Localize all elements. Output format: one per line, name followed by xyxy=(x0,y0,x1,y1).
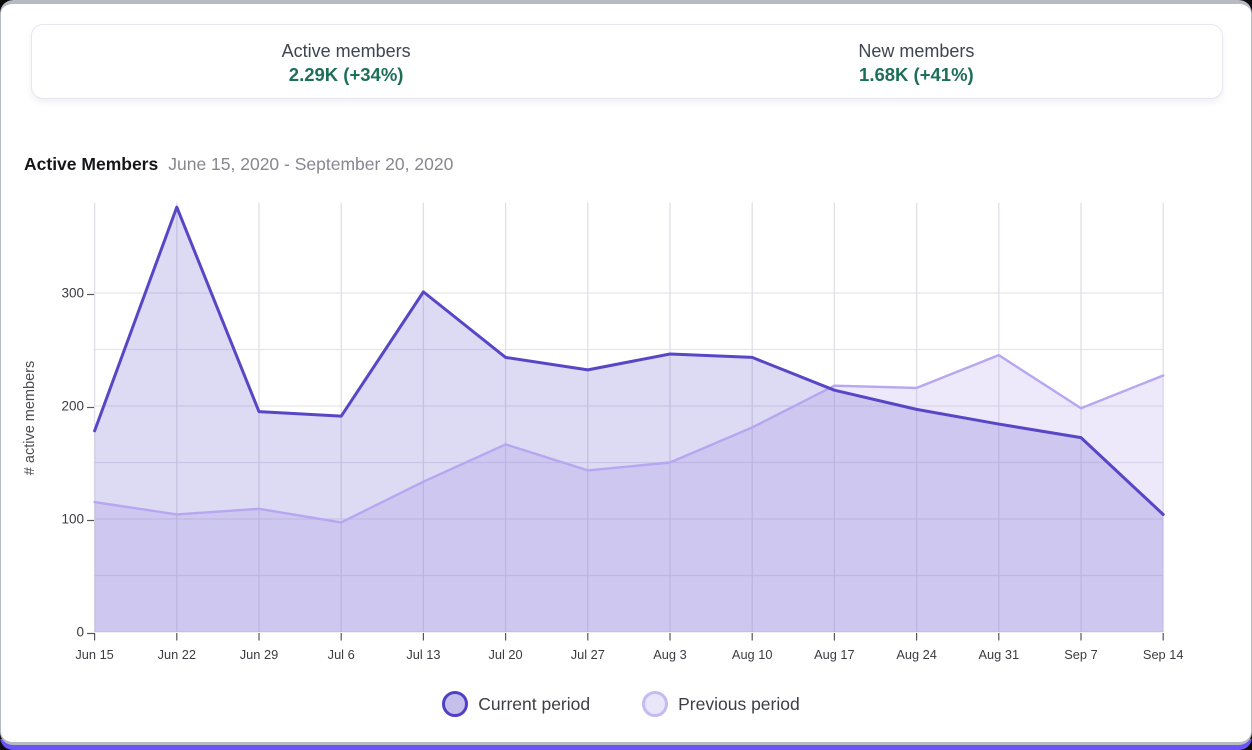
chart-gridlines xyxy=(93,202,1164,633)
summary-stats-card: Active members 2.29K (+34%) New members … xyxy=(31,24,1223,99)
svg-text:Jul 20: Jul 20 xyxy=(489,647,523,662)
legend-item-current-period: Current period xyxy=(442,691,590,717)
svg-text:0: 0 xyxy=(76,625,84,640)
svg-text:Aug 3: Aug 3 xyxy=(653,647,686,662)
svg-text:Jun 22: Jun 22 xyxy=(158,647,196,662)
chart-ticks xyxy=(87,293,1164,641)
svg-text:Jul 27: Jul 27 xyxy=(571,647,605,662)
svg-text:200: 200 xyxy=(61,399,84,414)
chart-axis-labels: Jun 15 Jun 22 Jun 29 Jul 6 Jul 13 Jul 20 Jul 2… xyxy=(22,286,1183,663)
svg-text:Sep 7: Sep 7 xyxy=(1064,647,1097,662)
svg-text:300: 300 xyxy=(61,286,84,301)
legend-item-previous-period: Previous period xyxy=(642,691,800,717)
svg-text:Aug 17: Aug 17 xyxy=(814,647,855,662)
legend-label: Previous period xyxy=(678,693,800,714)
stat-value: 1.68K (+41%) xyxy=(859,64,974,85)
svg-text:Jul 13: Jul 13 xyxy=(406,647,440,662)
svg-text:Jun 15: Jun 15 xyxy=(75,647,113,662)
svg-text:Jul 6: Jul 6 xyxy=(328,647,355,662)
stat-new-members: New members 1.68K (+41%) xyxy=(631,29,1201,98)
svg-text:Sep 14: Sep 14 xyxy=(1143,647,1184,662)
chart-title: Active Members xyxy=(24,154,159,174)
svg-text:# active members: # active members xyxy=(22,361,38,475)
svg-text:Aug 31: Aug 31 xyxy=(979,647,1020,662)
chart-legend: Current period Previous period xyxy=(0,691,1247,717)
stat-active-members: Active members 2.29K (+34%) xyxy=(61,29,631,98)
svg-text:100: 100 xyxy=(61,512,84,527)
legend-label: Current period xyxy=(478,693,591,714)
legend-swatch-current-period xyxy=(442,691,469,717)
stat-label: New members xyxy=(858,41,975,61)
legend-swatch-previous-period xyxy=(642,691,669,717)
stat-value: 2.29K (+34%) xyxy=(288,64,404,85)
svg-text:Aug 24: Aug 24 xyxy=(896,647,937,662)
bottom-accent-bar xyxy=(0,739,1252,750)
stat-label: Active members xyxy=(281,41,411,61)
svg-text:Aug 10: Aug 10 xyxy=(732,647,773,662)
chart-series xyxy=(93,205,1165,632)
svg-text:Jun 29: Jun 29 xyxy=(240,647,278,662)
chart-date-range: June 15, 2020 - September 20, 2020 xyxy=(168,154,454,174)
chart-header: Active Members June 15, 2020 - September… xyxy=(24,154,453,175)
